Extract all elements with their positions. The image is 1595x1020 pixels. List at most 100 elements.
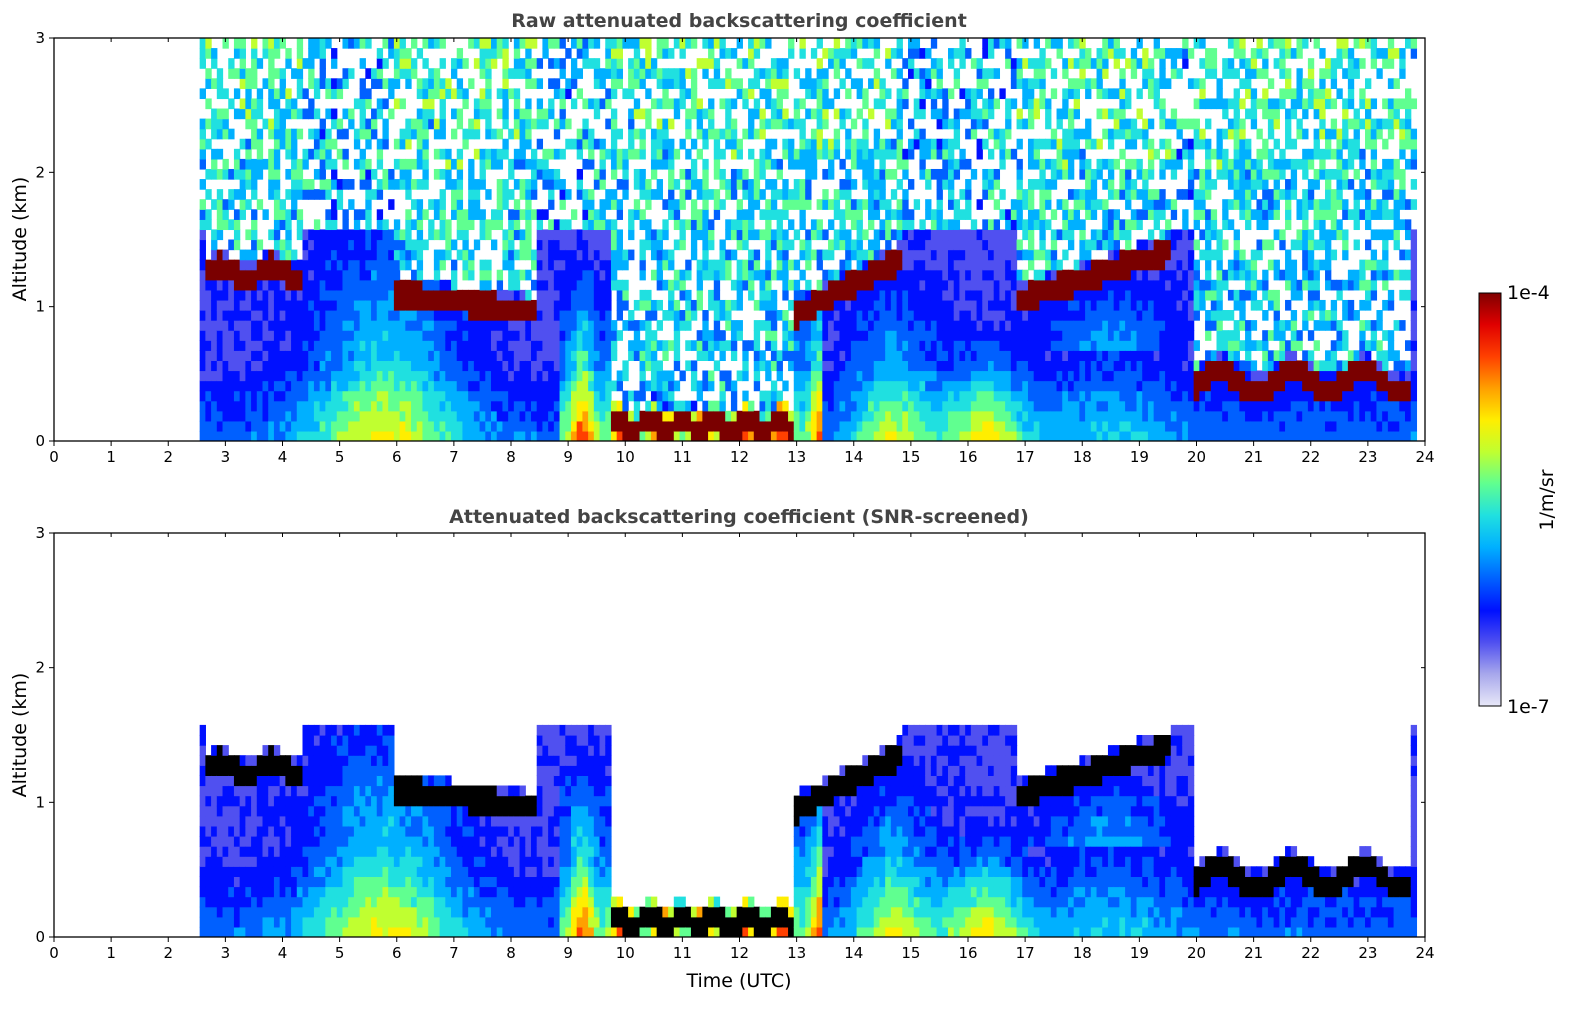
heatmap-cell bbox=[948, 158, 955, 170]
heatmap-cell bbox=[610, 340, 618, 351]
heatmap-cell bbox=[959, 229, 966, 241]
heatmap-cell bbox=[222, 350, 229, 361]
heatmap-cell bbox=[953, 249, 961, 261]
heatmap-cell bbox=[639, 350, 646, 361]
heatmap-cell bbox=[542, 340, 549, 351]
heatmap-cell bbox=[925, 259, 932, 271]
heatmap-cell bbox=[536, 209, 544, 220]
heatmap-cell bbox=[656, 38, 663, 49]
heatmap-cell bbox=[262, 340, 269, 351]
heatmap-cell bbox=[879, 138, 886, 150]
heatmap-cell bbox=[1073, 189, 1080, 200]
heatmap-cell bbox=[930, 229, 938, 241]
heatmap-cell bbox=[456, 108, 464, 120]
heatmap-cell bbox=[336, 88, 344, 100]
heatmap-cell bbox=[1096, 410, 1103, 422]
heatmap-cell bbox=[650, 330, 658, 341]
heatmap-cell bbox=[656, 380, 663, 392]
heatmap-cell bbox=[576, 400, 584, 412]
heatmap-cell bbox=[565, 299, 572, 311]
heatmap-cell bbox=[736, 199, 743, 210]
heatmap-cell bbox=[559, 229, 566, 241]
heatmap-cell bbox=[810, 430, 818, 441]
heatmap-cell bbox=[793, 360, 801, 372]
heatmap-cell bbox=[342, 229, 349, 241]
heatmap-cell bbox=[765, 148, 772, 160]
heatmap-cell bbox=[719, 310, 726, 321]
heatmap-cell bbox=[753, 320, 761, 331]
heatmap-cell bbox=[1096, 400, 1103, 412]
heatmap-cell bbox=[759, 279, 766, 291]
heatmap-cell bbox=[502, 179, 509, 190]
heatmap-cell bbox=[605, 269, 612, 281]
heatmap-cell bbox=[816, 229, 823, 241]
heatmap-cell bbox=[942, 320, 949, 331]
heatmap-cell bbox=[1096, 48, 1103, 59]
heatmap-cell bbox=[216, 289, 224, 301]
heatmap-cell bbox=[839, 360, 846, 372]
heatmap-cell bbox=[542, 148, 549, 160]
heatmap-cell bbox=[902, 390, 909, 402]
heatmap-cell bbox=[788, 340, 795, 351]
heatmap-cell bbox=[273, 148, 281, 160]
heatmap-cell bbox=[268, 370, 275, 382]
heatmap-cell bbox=[496, 420, 504, 432]
heatmap-cell bbox=[336, 128, 344, 140]
heatmap-cell bbox=[211, 158, 218, 170]
heatmap-cell bbox=[708, 410, 715, 422]
heatmap-cell bbox=[199, 410, 206, 422]
heatmap-cell bbox=[525, 138, 532, 150]
heatmap-cell bbox=[896, 179, 903, 190]
heatmap-cell bbox=[256, 410, 264, 422]
heatmap-cell bbox=[782, 108, 789, 120]
heatmap-cell bbox=[896, 68, 903, 79]
heatmap-cell bbox=[479, 68, 486, 79]
heatmap-cell bbox=[879, 229, 886, 241]
heatmap-cell bbox=[908, 38, 915, 49]
heatmap-cell bbox=[605, 199, 612, 210]
heatmap-cell bbox=[336, 410, 344, 422]
heatmap-cell bbox=[1050, 179, 1058, 190]
heatmap-cell bbox=[845, 390, 852, 402]
heatmap-cell bbox=[936, 360, 943, 372]
heatmap-cell bbox=[702, 340, 709, 351]
heatmap-cell bbox=[782, 189, 789, 200]
heatmap-cell bbox=[845, 189, 852, 200]
heatmap-cell bbox=[685, 118, 692, 130]
heatmap-cell bbox=[862, 340, 869, 351]
heatmap-cell bbox=[919, 229, 926, 241]
heatmap-cell bbox=[548, 108, 555, 120]
heatmap-cell bbox=[839, 108, 846, 120]
heatmap-cell bbox=[1125, 269, 1132, 281]
heatmap-cell bbox=[256, 279, 264, 291]
heatmap-cell bbox=[216, 209, 224, 220]
heatmap-cell bbox=[713, 68, 721, 79]
heatmap-cell bbox=[473, 390, 481, 402]
heatmap-cell bbox=[473, 179, 481, 190]
heatmap-cell bbox=[833, 138, 841, 150]
heatmap-cell bbox=[388, 199, 395, 210]
heatmap-cell bbox=[508, 219, 515, 231]
heatmap-cell bbox=[513, 400, 521, 412]
heatmap-cell bbox=[348, 38, 355, 49]
heatmap-cell bbox=[610, 199, 618, 210]
heatmap-cell bbox=[1022, 430, 1029, 441]
heatmap-cell bbox=[896, 360, 903, 372]
heatmap-cell bbox=[570, 38, 578, 49]
heatmap-cell bbox=[319, 138, 326, 150]
heatmap-cell bbox=[1022, 390, 1029, 402]
heatmap-cell bbox=[919, 269, 926, 281]
heatmap-cell bbox=[885, 340, 892, 351]
heatmap-cell bbox=[799, 390, 806, 402]
heatmap-cell bbox=[605, 189, 612, 200]
heatmap-cell bbox=[228, 98, 235, 110]
heatmap-cell bbox=[536, 400, 544, 412]
heatmap-cell bbox=[388, 320, 395, 331]
heatmap-cell bbox=[296, 310, 304, 321]
heatmap-cell bbox=[1096, 168, 1103, 180]
heatmap-cell bbox=[1039, 340, 1046, 351]
heatmap-cell bbox=[639, 78, 646, 89]
heatmap-cell bbox=[519, 289, 526, 301]
heatmap-cell bbox=[742, 88, 749, 100]
heatmap-cell bbox=[462, 289, 469, 301]
